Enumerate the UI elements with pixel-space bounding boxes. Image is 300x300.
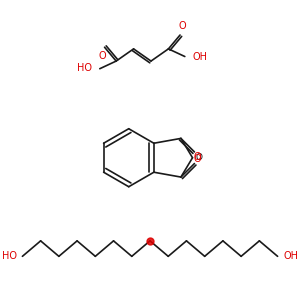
Text: OH: OH (193, 52, 208, 62)
Text: O: O (196, 153, 203, 162)
Text: OH: OH (284, 251, 298, 261)
Text: O: O (194, 152, 201, 162)
Text: O: O (99, 51, 106, 61)
Text: O: O (178, 21, 186, 31)
Text: HO: HO (77, 63, 92, 73)
Text: O: O (194, 154, 201, 164)
Text: HO: HO (2, 251, 16, 261)
